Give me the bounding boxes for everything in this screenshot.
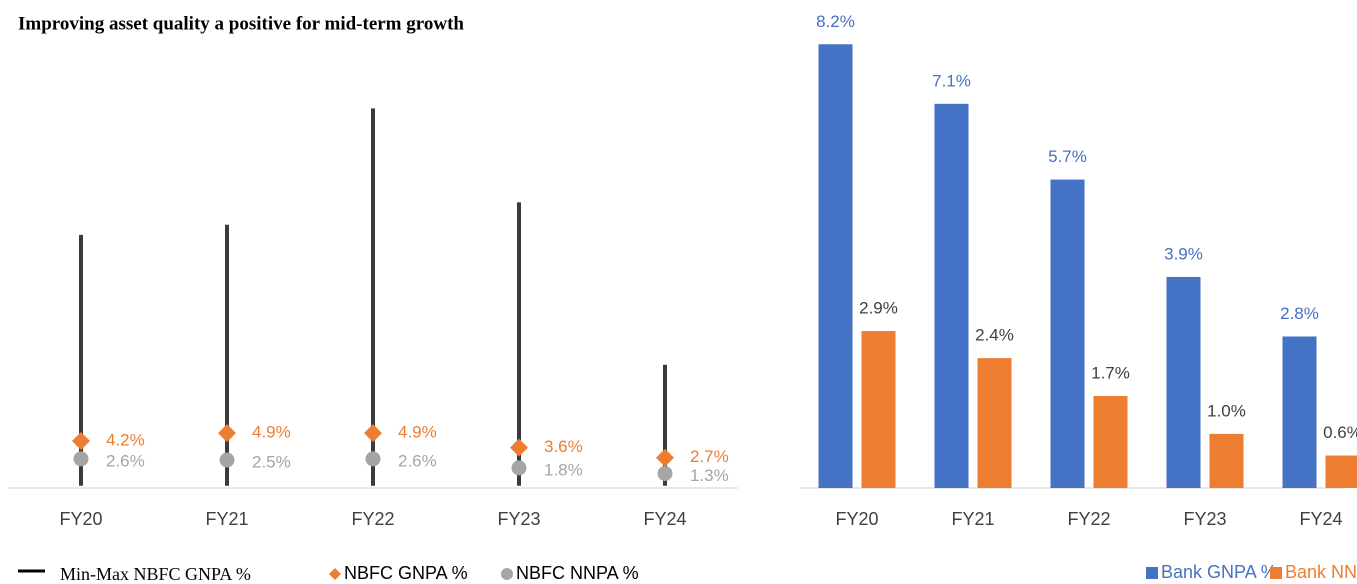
x-tick-label: FY21	[951, 509, 994, 529]
data-label: 2.4%	[975, 326, 1014, 345]
bar	[1282, 336, 1317, 488]
data-label: 2.5%	[252, 452, 291, 471]
bar	[1166, 276, 1201, 488]
data-label: 4.9%	[252, 423, 291, 442]
x-tick-label: FY22	[1067, 509, 1110, 529]
legend-marker	[1146, 567, 1158, 579]
diamond-marker	[218, 424, 236, 443]
legend-marker	[501, 568, 513, 580]
data-label: 2.6%	[106, 451, 145, 470]
data-label: 5.7%	[1048, 147, 1087, 166]
x-tick-label: FY23	[497, 509, 540, 529]
chart-title: Improving asset quality a positive for m…	[18, 13, 464, 34]
data-label: 3.9%	[1164, 244, 1203, 263]
legend-marker	[329, 568, 341, 580]
legend-marker	[1270, 567, 1282, 579]
circle-marker	[657, 465, 673, 481]
legend-label: NBFC NNPA %	[516, 563, 639, 583]
diamond-marker	[72, 431, 90, 450]
data-label: 2.9%	[859, 299, 898, 318]
circle-marker	[511, 460, 527, 476]
x-tick-label: FY22	[351, 509, 394, 529]
circle-marker	[365, 451, 381, 467]
x-tick-label: FY24	[643, 509, 686, 529]
data-label: 4.2%	[106, 430, 145, 449]
diamond-marker	[510, 438, 528, 457]
bar	[1325, 455, 1357, 488]
legend-label: Bank NNPA %	[1285, 562, 1357, 582]
data-label: 1.0%	[1207, 401, 1246, 420]
data-label: 7.1%	[932, 71, 971, 90]
circle-marker	[73, 451, 89, 467]
x-tick-label: FY20	[835, 509, 878, 529]
data-label: 4.9%	[398, 423, 437, 442]
x-tick-label: FY20	[59, 509, 102, 529]
data-label: 1.8%	[544, 460, 583, 479]
bar	[934, 103, 969, 489]
data-label: 3.6%	[544, 437, 583, 456]
x-tick-label: FY24	[1299, 509, 1342, 529]
circle-marker	[219, 452, 235, 468]
legend-label: Min-Max NBFC GNPA %	[60, 564, 251, 584]
bar	[861, 331, 896, 488]
bar	[977, 358, 1012, 488]
data-label: 2.8%	[1280, 304, 1319, 323]
bar	[1209, 433, 1244, 488]
data-label: 8.2%	[816, 12, 855, 31]
x-tick-label: FY21	[205, 509, 248, 529]
data-label: 2.6%	[398, 451, 437, 470]
data-label: 2.7%	[690, 447, 729, 466]
x-tick-label: FY23	[1183, 509, 1226, 529]
data-label: 0.6%	[1323, 423, 1357, 442]
bar	[818, 44, 853, 489]
bar	[1050, 179, 1085, 489]
bar	[1093, 396, 1128, 488]
data-label: 1.7%	[1091, 363, 1130, 382]
legend-label: Bank GNPA %	[1161, 562, 1277, 582]
data-label: 1.3%	[690, 466, 729, 485]
legend-label: NBFC GNPA %	[344, 563, 468, 583]
diamond-marker	[364, 424, 382, 443]
diamond-marker	[656, 448, 674, 467]
